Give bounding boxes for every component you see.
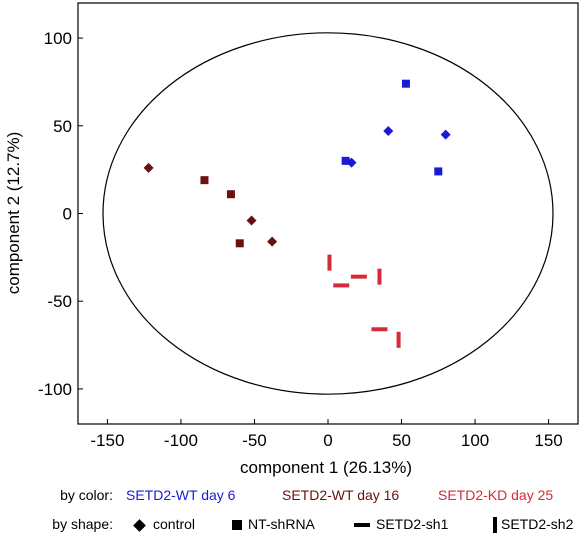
- horizontal-bar-icon: [354, 523, 370, 528]
- data-point-vbar: [396, 331, 401, 348]
- data-point-diamond: [267, 236, 278, 247]
- x-tick-label: 0: [323, 431, 332, 450]
- legend-entry-wt-day6: SETD2-WT day 6: [126, 487, 236, 503]
- y-axis-label: component 2 (12.7%): [4, 132, 23, 295]
- x-axis-label: component 1 (26.13%): [240, 458, 412, 477]
- legend-entry-nt-shrna: NT-shRNA: [232, 516, 315, 532]
- data-point-square: [226, 190, 235, 199]
- legend-entry-sh2: SETD2-sh2: [493, 516, 574, 534]
- legend-entry-sh1-label: SETD2-sh1: [376, 516, 449, 532]
- shape-legend: by shape: control NT-shRNA SETD2-sh1 SET…: [0, 516, 587, 536]
- color-legend: by color: SETD2-WT day 6 SETD2-WT day 16…: [0, 487, 587, 507]
- data-point-hbar: [350, 274, 367, 279]
- y-tick-label: 50: [53, 117, 72, 136]
- data-point-hbar: [371, 327, 388, 332]
- legend-entry-control: control: [132, 516, 195, 532]
- data-point-diamond: [246, 215, 257, 226]
- data-point-square: [235, 239, 244, 248]
- y-tick-label: -100: [38, 380, 72, 399]
- color-legend-label: by color:: [60, 487, 113, 503]
- x-tick-label: 100: [461, 431, 489, 450]
- data-point-square: [200, 176, 209, 185]
- shape-legend-label: by shape:: [52, 516, 113, 532]
- x-tick-label: -150: [90, 431, 124, 450]
- legend-entry-control-label: control: [153, 516, 196, 532]
- y-tick-label: -50: [47, 292, 72, 311]
- legend-entry-sh2-label: SETD2-sh2: [501, 516, 574, 532]
- x-axis: -150 -100 -50 0 50 100 150: [90, 419, 563, 450]
- data-points: [143, 79, 451, 348]
- data-point-hbar: [333, 283, 350, 288]
- y-axis: 100 50 0 -50 -100: [38, 29, 83, 399]
- data-point-square: [401, 79, 410, 88]
- data-point-square: [341, 156, 350, 165]
- data-point-diamond: [143, 162, 154, 173]
- x-tick-label: -50: [242, 431, 267, 450]
- square-icon: [232, 520, 242, 531]
- diamond-icon: [133, 518, 146, 532]
- legend-entry-wt-day16: SETD2-WT day 16: [282, 487, 400, 503]
- legend-entry-sh1: SETD2-sh1: [354, 516, 448, 532]
- y-tick-label: 100: [44, 29, 72, 48]
- legend-entry-kd-day25: SETD2-KD day 25: [438, 487, 554, 503]
- legend-entry-nt-shrna-label: NT-shRNA: [248, 516, 315, 532]
- plot-frame: [77, 2, 579, 425]
- x-tick-label: -100: [164, 431, 198, 450]
- confidence-ellipse: [102, 32, 554, 395]
- data-point-vbar: [327, 254, 332, 271]
- vertical-bar-icon: [493, 517, 497, 534]
- y-tick-label: 0: [63, 205, 72, 224]
- x-tick-label: 50: [392, 431, 411, 450]
- data-point-diamond: [383, 126, 394, 137]
- data-point-diamond: [440, 129, 451, 140]
- x-tick-label: 150: [534, 431, 562, 450]
- data-point-square: [434, 167, 443, 176]
- data-point-vbar: [377, 268, 382, 285]
- data-point-diamond: [346, 157, 357, 168]
